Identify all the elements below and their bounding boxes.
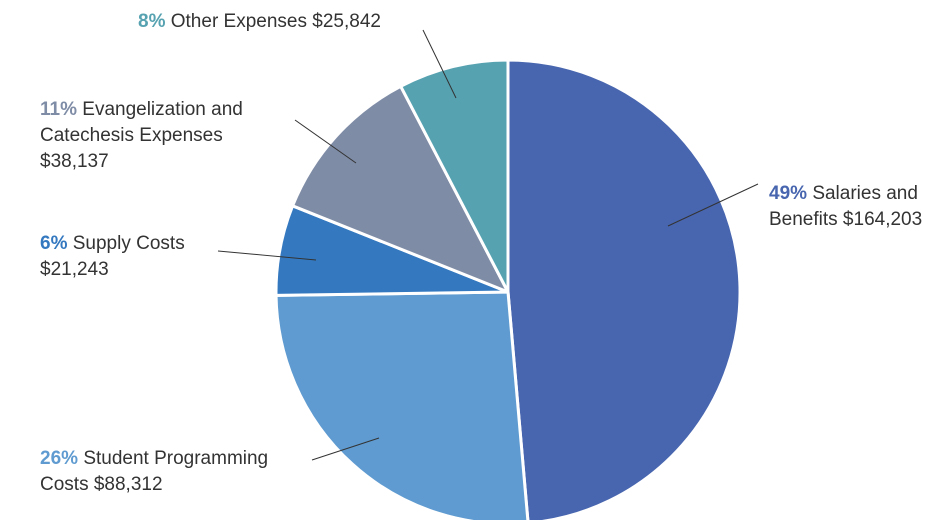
slice-label-text: Supply Costs [73, 233, 185, 254]
slice-percent: 8% [138, 11, 166, 32]
pie-slice-salaries [506, 58, 742, 520]
slice-label-text: Evangelization and [82, 99, 243, 120]
slice-percent: 11% [40, 99, 77, 120]
leader-line-salaries [667, 183, 759, 227]
slice-label-salaries: 49% Salaries and [769, 183, 918, 204]
slice-label-other: 8% Other Expenses $25,842 [138, 11, 381, 32]
slice-label-text: Student Programming [83, 448, 268, 469]
slice-label-text: Salaries and [812, 183, 918, 204]
slice-amount-supply: $21,243 [40, 259, 109, 280]
slice-percent: 26% [40, 448, 78, 469]
leader-line-student-programming [311, 437, 380, 461]
pie-slice-student-programming [274, 290, 530, 520]
leader-line-evangelization [294, 119, 357, 164]
slice-amount: $25,842 [312, 11, 381, 32]
pie-slice-other [399, 58, 510, 294]
slice-label-evangelization: 11% Evangelization and Catechesis Expens… [40, 99, 248, 146]
slice-label-student-programming: 26% Student Programming [40, 448, 268, 469]
leader-lines [217, 29, 759, 461]
slice-label-text-line2: Catechesis Expenses [40, 125, 223, 146]
leader-line-supply [217, 250, 317, 261]
slice-amount-evangelization: $38,137 [40, 151, 109, 172]
pie-slice-evangelization [291, 84, 510, 294]
slice-label-supply: 6% Supply Costs [40, 233, 185, 254]
slice-percent: 6% [40, 233, 68, 254]
leader-line-other [422, 29, 457, 99]
slice-amount-salaries: Benefits $164,203 [769, 209, 922, 230]
slice-label-text: Other Expenses [171, 11, 307, 32]
slice-percent: 49% [769, 183, 807, 204]
pie-slices [274, 58, 742, 520]
slice-amount-student-programming: Costs $88,312 [40, 474, 163, 495]
